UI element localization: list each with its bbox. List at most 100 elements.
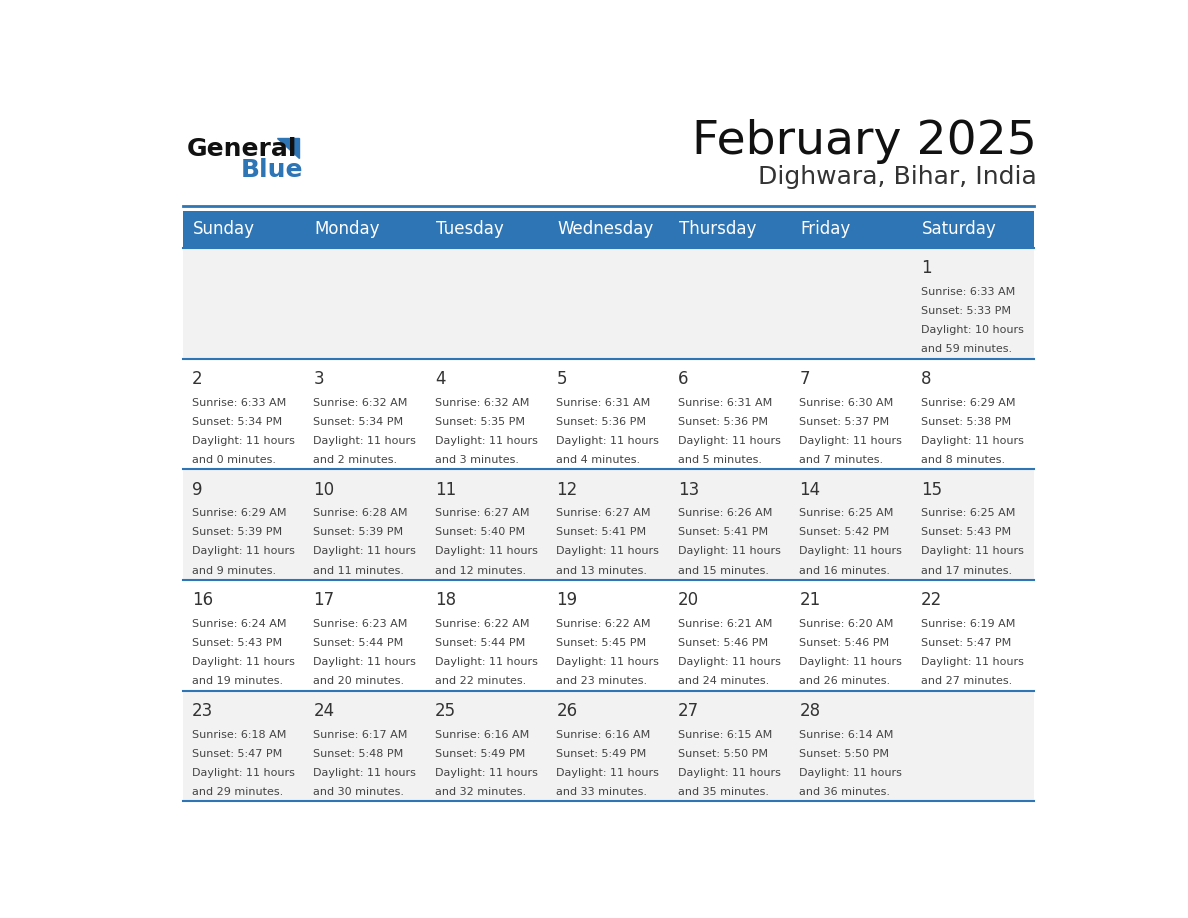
Text: Sunrise: 6:22 AM: Sunrise: 6:22 AM [556,619,651,629]
Text: Daylight: 11 hours: Daylight: 11 hours [314,657,416,667]
Text: Sunrise: 6:25 AM: Sunrise: 6:25 AM [800,509,893,519]
Text: Sunset: 5:40 PM: Sunset: 5:40 PM [435,527,525,537]
Text: Sunset: 5:33 PM: Sunset: 5:33 PM [921,306,1011,316]
Text: Sunset: 5:46 PM: Sunset: 5:46 PM [678,638,767,648]
Text: Sunset: 5:49 PM: Sunset: 5:49 PM [435,749,525,759]
Text: Sunset: 5:39 PM: Sunset: 5:39 PM [314,527,404,537]
Text: and 11 minutes.: and 11 minutes. [314,565,404,576]
Text: Sunrise: 6:33 AM: Sunrise: 6:33 AM [191,397,286,408]
Text: Daylight: 11 hours: Daylight: 11 hours [678,657,781,667]
Bar [183,359,1035,469]
Text: Sunrise: 6:15 AM: Sunrise: 6:15 AM [678,730,772,740]
Text: Sunrise: 6:20 AM: Sunrise: 6:20 AM [800,619,893,629]
Text: and 5 minutes.: and 5 minutes. [678,454,762,465]
Text: Sunday: Sunday [192,220,254,239]
Polygon shape [278,139,298,158]
Text: 21: 21 [800,591,821,610]
Text: and 15 minutes.: and 15 minutes. [678,565,769,576]
Text: Sunset: 5:36 PM: Sunset: 5:36 PM [678,417,767,427]
Text: Sunset: 5:49 PM: Sunset: 5:49 PM [556,749,646,759]
Text: 27: 27 [678,702,699,720]
Text: Daylight: 11 hours: Daylight: 11 hours [314,767,416,778]
Text: and 20 minutes.: and 20 minutes. [314,677,404,687]
Text: 8: 8 [921,370,931,388]
Text: and 3 minutes.: and 3 minutes. [435,454,519,465]
Text: 2: 2 [191,370,202,388]
Text: and 30 minutes.: and 30 minutes. [314,787,404,797]
Text: 9: 9 [191,481,202,498]
Text: General: General [188,137,298,161]
Text: Daylight: 11 hours: Daylight: 11 hours [800,546,903,556]
Text: Sunset: 5:43 PM: Sunset: 5:43 PM [921,527,1011,537]
Text: 11: 11 [435,481,456,498]
Text: Daylight: 11 hours: Daylight: 11 hours [921,436,1024,446]
Text: Daylight: 11 hours: Daylight: 11 hours [678,436,781,446]
Text: Sunrise: 6:29 AM: Sunrise: 6:29 AM [921,397,1016,408]
Text: Sunset: 5:39 PM: Sunset: 5:39 PM [191,527,282,537]
Text: Sunset: 5:34 PM: Sunset: 5:34 PM [191,417,282,427]
Text: and 16 minutes.: and 16 minutes. [800,565,891,576]
Text: Sunset: 5:50 PM: Sunset: 5:50 PM [678,749,767,759]
Text: 7: 7 [800,370,810,388]
Text: Daylight: 11 hours: Daylight: 11 hours [556,546,659,556]
Text: and 9 minutes.: and 9 minutes. [191,565,276,576]
Text: Monday: Monday [314,220,380,239]
Text: 3: 3 [314,370,324,388]
Text: Sunset: 5:48 PM: Sunset: 5:48 PM [314,749,404,759]
Text: and 12 minutes.: and 12 minutes. [435,565,526,576]
Text: and 36 minutes.: and 36 minutes. [800,787,891,797]
Text: 19: 19 [556,591,577,610]
Text: 12: 12 [556,481,577,498]
Text: Sunset: 5:38 PM: Sunset: 5:38 PM [921,417,1011,427]
Text: Sunset: 5:41 PM: Sunset: 5:41 PM [678,527,767,537]
Text: Sunrise: 6:29 AM: Sunrise: 6:29 AM [191,509,286,519]
Text: and 8 minutes.: and 8 minutes. [921,454,1005,465]
Text: Sunset: 5:44 PM: Sunset: 5:44 PM [314,638,404,648]
Text: and 59 minutes.: and 59 minutes. [921,344,1012,354]
Text: and 27 minutes.: and 27 minutes. [921,677,1012,687]
Text: Sunset: 5:50 PM: Sunset: 5:50 PM [800,749,890,759]
Text: and 32 minutes.: and 32 minutes. [435,787,526,797]
Text: 1: 1 [921,259,931,277]
Text: Daylight: 11 hours: Daylight: 11 hours [921,657,1024,667]
Text: Daylight: 11 hours: Daylight: 11 hours [678,546,781,556]
Bar [183,248,1035,359]
Text: 18: 18 [435,591,456,610]
Bar [183,210,1035,248]
Text: 23: 23 [191,702,213,720]
Text: Sunset: 5:35 PM: Sunset: 5:35 PM [435,417,525,427]
Text: Daylight: 11 hours: Daylight: 11 hours [800,767,903,778]
Text: 14: 14 [800,481,821,498]
Text: Thursday: Thursday [678,220,757,239]
Text: and 35 minutes.: and 35 minutes. [678,787,769,797]
Text: Daylight: 11 hours: Daylight: 11 hours [921,546,1024,556]
Text: Sunrise: 6:22 AM: Sunrise: 6:22 AM [435,619,530,629]
Text: Sunrise: 6:30 AM: Sunrise: 6:30 AM [800,397,893,408]
Text: and 0 minutes.: and 0 minutes. [191,454,276,465]
Text: Blue: Blue [240,158,303,182]
Text: and 4 minutes.: and 4 minutes. [556,454,640,465]
Text: Daylight: 11 hours: Daylight: 11 hours [191,546,295,556]
Text: 13: 13 [678,481,700,498]
Text: Daylight: 11 hours: Daylight: 11 hours [435,436,538,446]
Text: Wednesday: Wednesday [557,220,653,239]
Text: 4: 4 [435,370,446,388]
Bar [183,469,1035,580]
Text: 5: 5 [556,370,567,388]
Text: and 33 minutes.: and 33 minutes. [556,787,647,797]
Text: Daylight: 11 hours: Daylight: 11 hours [556,436,659,446]
Text: Sunrise: 6:32 AM: Sunrise: 6:32 AM [435,397,529,408]
Text: 24: 24 [314,702,335,720]
Text: Sunrise: 6:14 AM: Sunrise: 6:14 AM [800,730,893,740]
Text: Daylight: 11 hours: Daylight: 11 hours [314,436,416,446]
Text: Daylight: 10 hours: Daylight: 10 hours [921,325,1024,335]
Text: Sunset: 5:36 PM: Sunset: 5:36 PM [556,417,646,427]
Text: Sunset: 5:37 PM: Sunset: 5:37 PM [800,417,890,427]
Text: Daylight: 11 hours: Daylight: 11 hours [435,546,538,556]
Text: Sunset: 5:47 PM: Sunset: 5:47 PM [191,749,282,759]
Text: Sunrise: 6:23 AM: Sunrise: 6:23 AM [314,619,407,629]
Text: 22: 22 [921,591,942,610]
Text: and 23 minutes.: and 23 minutes. [556,677,647,687]
Text: Daylight: 11 hours: Daylight: 11 hours [191,436,295,446]
Text: Daylight: 11 hours: Daylight: 11 hours [556,767,659,778]
